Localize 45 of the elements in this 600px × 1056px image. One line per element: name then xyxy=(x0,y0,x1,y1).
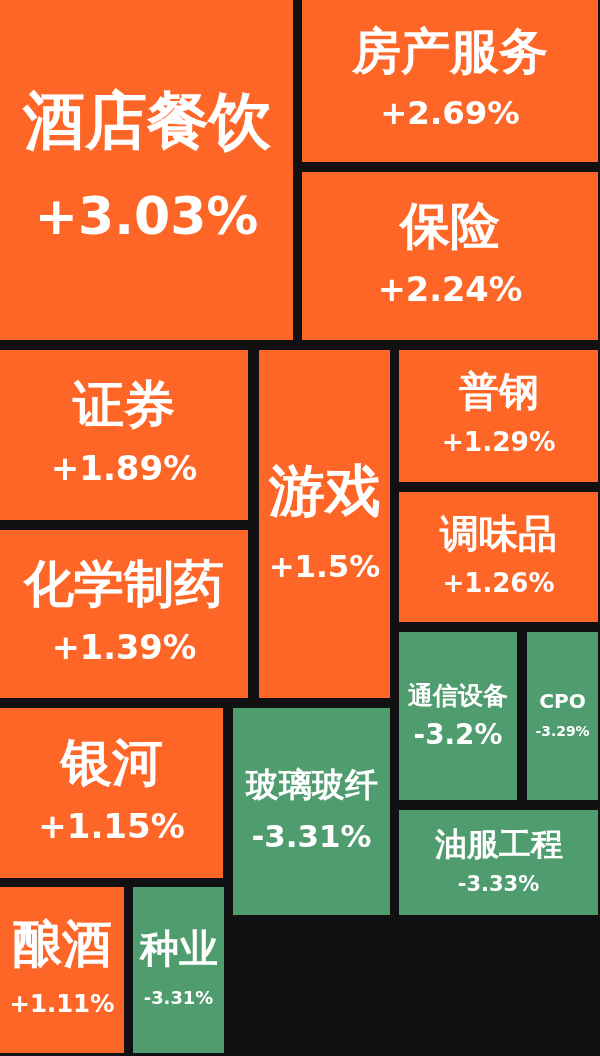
cell: 化学制药 +1.39% xyxy=(0,530,248,698)
data-label: +1.39% xyxy=(51,627,197,667)
cell: 房产服务 +2.69% xyxy=(302,0,598,162)
category-label: CPO xyxy=(539,689,586,714)
category-label: 种业 xyxy=(138,925,218,971)
cell: 证券 +1.89% xyxy=(0,350,248,520)
data-label: -3.31% xyxy=(251,817,372,854)
data-label: -3.2% xyxy=(413,718,503,752)
data-label: +1.11% xyxy=(9,988,115,1018)
data-label: +2.24% xyxy=(377,269,523,309)
data-label: +1.26% xyxy=(442,567,555,598)
cell: 玻璃玻纤 -3.31% xyxy=(233,708,390,915)
cell: 油服工程 -3.33% xyxy=(399,810,598,915)
category-label: 保险 xyxy=(398,195,500,255)
category-label: 银河 xyxy=(58,732,163,792)
category-label: 房产服务 xyxy=(351,23,548,80)
cell: 酿酒 +1.11% xyxy=(0,887,124,1053)
category-label: 游戏 xyxy=(267,457,381,523)
category-label: 通信设备 xyxy=(408,680,508,710)
data-label: +3.03% xyxy=(34,185,259,246)
category-label: 化学制药 xyxy=(23,553,224,613)
cell: 保险 +2.24% xyxy=(302,172,598,340)
data-label: +2.69% xyxy=(380,94,520,133)
cell: 种业 -3.31% xyxy=(133,887,224,1053)
category-label: 酒店餐饮 xyxy=(21,84,272,158)
cell: 银河 +1.15% xyxy=(0,708,223,878)
category-label: 酿酒 xyxy=(12,915,112,974)
data-label: +1.15% xyxy=(38,806,185,847)
category-label: 油服工程 xyxy=(433,825,563,862)
data-label: -3.31% xyxy=(143,987,214,1009)
category-label: 普钢 xyxy=(458,368,539,415)
cell: 酒店餐饮 +3.03% xyxy=(0,0,293,340)
data-label: -3.33% xyxy=(457,871,540,896)
category-label: 玻璃玻纤 xyxy=(244,764,378,804)
category-label: 证券 xyxy=(72,374,175,434)
cell: 普钢 +1.29% xyxy=(399,350,598,482)
cell: CPO -3.29% xyxy=(527,632,598,800)
category-label: 调味品 xyxy=(439,510,557,556)
cell: 通信设备 -3.2% xyxy=(399,632,517,800)
data-label: -3.29% xyxy=(535,723,590,740)
data-label: +1.29% xyxy=(441,426,556,458)
data-label: +1.5% xyxy=(268,548,381,585)
cell: 调味品 +1.26% xyxy=(399,492,598,622)
cell: 游戏 +1.5% xyxy=(259,350,390,698)
data-label: +1.89% xyxy=(50,448,198,489)
